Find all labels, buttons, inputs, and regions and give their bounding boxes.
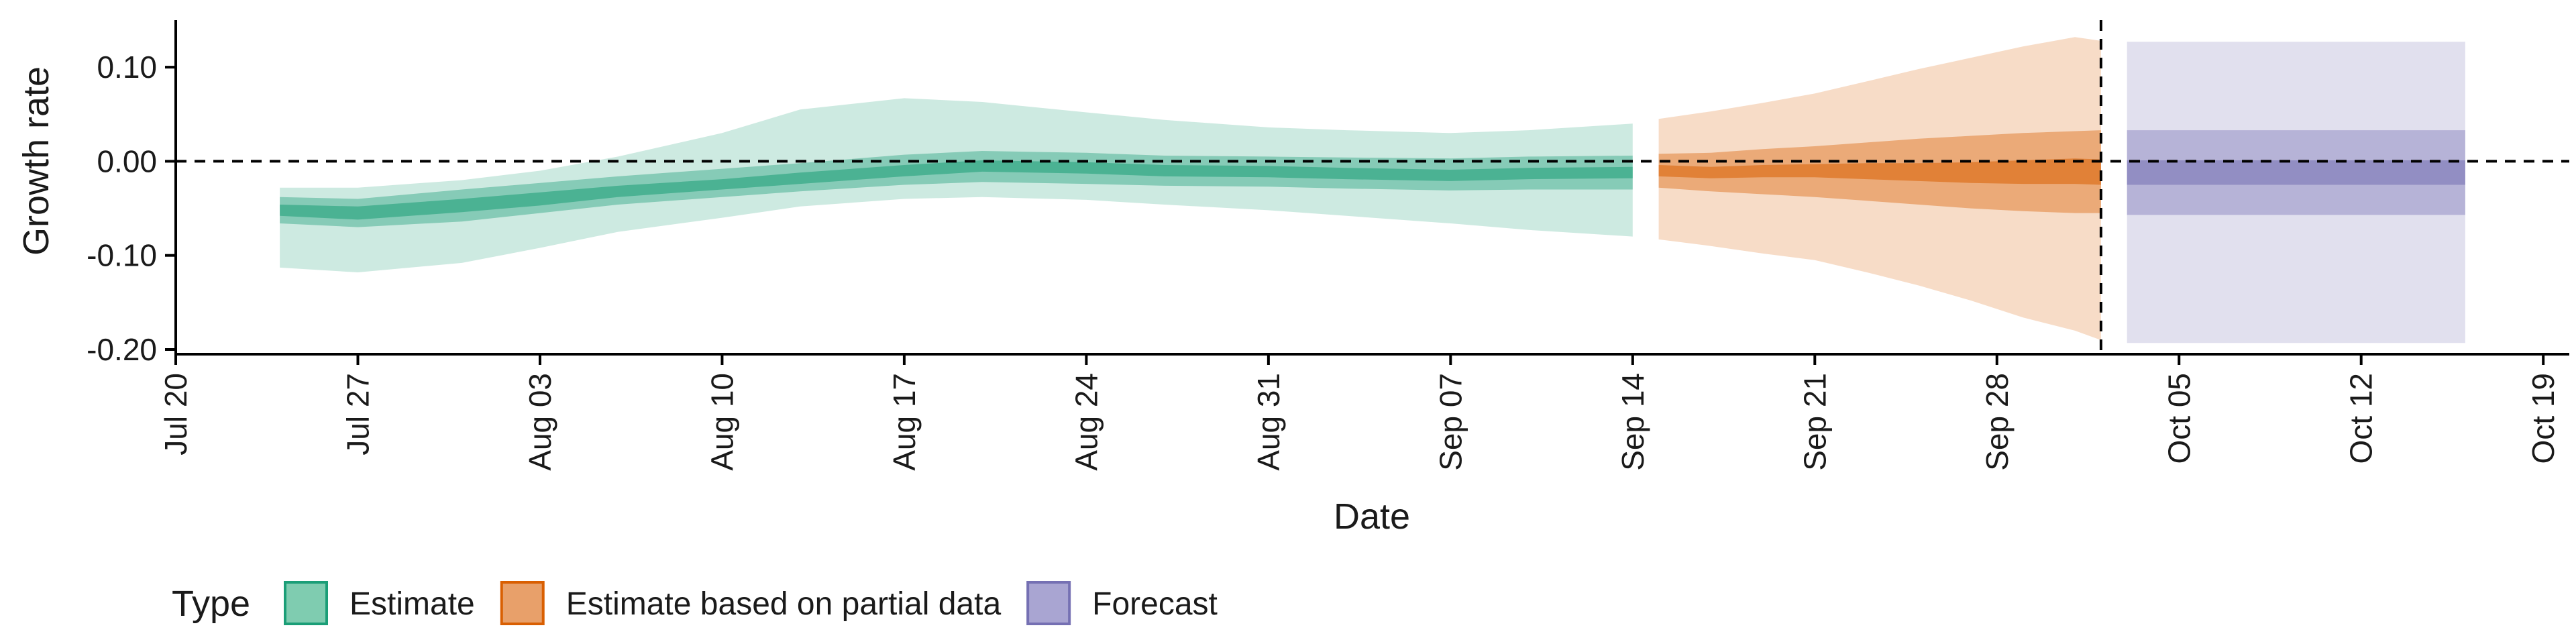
x-tick-label: Aug 24 bbox=[1069, 373, 1104, 471]
x-tick-label: Sep 28 bbox=[1980, 373, 2015, 471]
ribbon-90 bbox=[2127, 42, 2465, 343]
ribbon-20 bbox=[2127, 160, 2465, 185]
legend-label: Forecast bbox=[1092, 586, 1218, 622]
legend-label: Estimate bbox=[350, 586, 475, 622]
x-tick-label: Jul 27 bbox=[341, 373, 376, 455]
x-tick-label: Sep 21 bbox=[1797, 373, 1832, 471]
x-tick-label: Jul 20 bbox=[158, 373, 193, 455]
series-estimate-based-on-partial-data bbox=[1658, 37, 2101, 341]
series-estimate bbox=[280, 98, 1633, 272]
x-tick-label: Aug 10 bbox=[704, 373, 739, 471]
y-tick-label: -0.10 bbox=[87, 238, 157, 273]
legend: Type Estimate Estimate based on partial d… bbox=[172, 581, 1218, 625]
legend-swatch bbox=[500, 581, 545, 625]
legend-items: Estimate Estimate based on partial data Fo… bbox=[284, 581, 1218, 625]
series-forecast bbox=[2127, 42, 2465, 343]
x-tick-label: Aug 03 bbox=[523, 373, 557, 471]
y-tick-label: -0.20 bbox=[87, 332, 157, 367]
y-axis-title: Growth rate bbox=[16, 66, 56, 256]
legend-label: Estimate based on partial data bbox=[566, 586, 1002, 622]
legend-swatch bbox=[284, 581, 328, 625]
x-tick-label: Sep 07 bbox=[1433, 373, 1468, 471]
legend-swatch bbox=[1026, 581, 1071, 625]
legend-entry: Estimate based on partial data bbox=[500, 581, 1002, 625]
legend-title: Type bbox=[172, 584, 250, 624]
x-tick-label: Aug 17 bbox=[887, 373, 922, 471]
y-tick-label: 0.10 bbox=[97, 50, 157, 85]
ribbon-20 bbox=[280, 160, 1633, 220]
x-tick-label: Oct 05 bbox=[2161, 373, 2196, 464]
ribbons-layer bbox=[280, 37, 2465, 343]
x-tick-label: Oct 12 bbox=[2344, 373, 2379, 464]
x-axis-title: Date bbox=[1334, 496, 1410, 537]
x-tick-label: Oct 19 bbox=[2526, 373, 2561, 464]
x-tick-label: Sep 14 bbox=[1615, 373, 1650, 471]
legend-entry: Estimate bbox=[284, 581, 475, 625]
ribbon-90 bbox=[280, 98, 1633, 272]
ribbon-20 bbox=[1658, 158, 2101, 185]
legend-entry: Forecast bbox=[1026, 581, 1218, 625]
reference-lines-layer bbox=[176, 20, 2569, 354]
ribbon-90 bbox=[1658, 37, 2101, 341]
x-tick-label: Aug 31 bbox=[1251, 373, 1286, 471]
y-tick-label: 0.00 bbox=[97, 144, 157, 178]
